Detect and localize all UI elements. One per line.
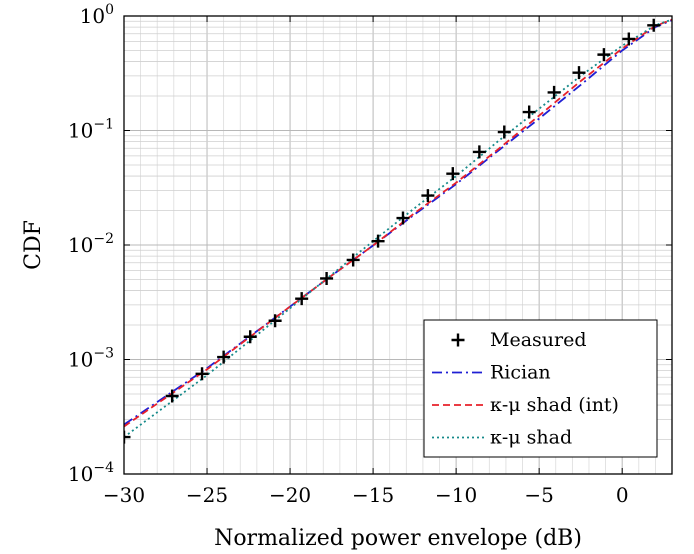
series-line (124, 18, 672, 438)
measured-point (371, 234, 385, 248)
series-line (124, 18, 672, 428)
y-tick-label: 10−4 (68, 460, 114, 486)
y-axis-label: CDF (21, 220, 46, 270)
measured-point (195, 367, 209, 381)
legend-label: κ-μ shad (490, 427, 572, 449)
y-tick-label: 100 (80, 2, 114, 28)
measured-point (497, 125, 511, 139)
measured-point (522, 105, 536, 119)
measured-point (396, 211, 410, 225)
measured-point (346, 253, 360, 267)
measured-point (268, 314, 282, 328)
x-tick-label: −10 (435, 483, 477, 507)
x-axis-label: Normalized power envelope (dB) (214, 526, 582, 551)
legend: Measured Rician κ-μ shad (int) κ-μ shad (423, 319, 658, 458)
measured-point (217, 350, 231, 364)
x-tick-label: −30 (103, 483, 145, 507)
measured-point (165, 389, 179, 403)
measured-point (320, 271, 334, 285)
measured-point (421, 189, 435, 203)
x-tick-label: −20 (269, 483, 311, 507)
plot-series (124, 18, 672, 444)
x-tick-label: −15 (352, 483, 394, 507)
legend-box (423, 319, 658, 458)
measured-point (124, 430, 131, 444)
y-tick-label: 10−1 (68, 117, 114, 143)
measured-point (647, 18, 661, 32)
measured-point (622, 32, 636, 46)
x-tick-label: −5 (524, 483, 553, 507)
axis-ticks: −30 −25 −20 −15 −10 −5 0 10−4 10−3 10−2 10−1 100 (68, 2, 672, 507)
measured-point (597, 48, 611, 62)
measured-point (547, 85, 561, 99)
measured-point (572, 66, 586, 80)
y-tick-label: 10−3 (68, 346, 114, 372)
legend-label: Rician (490, 362, 551, 384)
measured-point (446, 167, 460, 181)
legend-label: κ-μ shad (int) (490, 394, 619, 416)
legend-label: Measured (490, 329, 587, 351)
measured-point (472, 145, 486, 159)
x-tick-label: 0 (616, 483, 629, 507)
measured-point (295, 292, 309, 306)
legend-symbol (451, 333, 465, 347)
y-tick-label: 10−2 (68, 231, 114, 257)
x-tick-label: −25 (186, 483, 228, 507)
measured-point (243, 330, 257, 344)
